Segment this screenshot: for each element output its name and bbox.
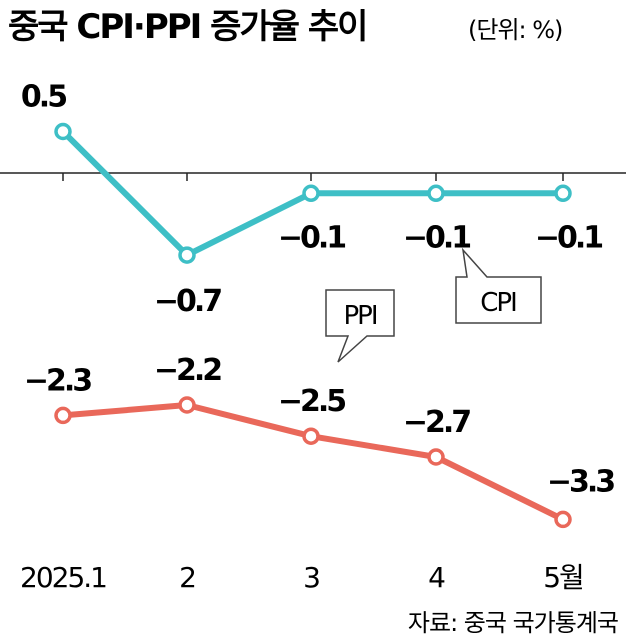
cpi-point bbox=[54, 122, 72, 141]
cpi-point bbox=[554, 184, 572, 203]
ppi-line bbox=[60, 402, 566, 523]
source-note: 자료: 중국 국가통계국 bbox=[408, 609, 618, 637]
ppi-point bbox=[54, 406, 72, 425]
cpi-callout-box bbox=[455, 247, 542, 324]
cpi-data-label: −0.1 bbox=[278, 220, 345, 255]
cpi-series: 0.5 −0.7 −0.1 −0.1 −0.1 bbox=[21, 80, 605, 320]
x-tick-label: 2 bbox=[179, 561, 195, 594]
ppi-series: −2.3 −2.2 −2.5 −2.7 −3.3 bbox=[24, 353, 617, 529]
cpi-data-label: −0.1 bbox=[535, 220, 602, 255]
ppi-data-label: −3.3 bbox=[547, 464, 614, 499]
cpi-point bbox=[302, 184, 320, 203]
x-tick-label: 5월 bbox=[543, 561, 583, 594]
zero-axis bbox=[0, 172, 626, 181]
cpi-point bbox=[178, 246, 196, 264]
cpi-point bbox=[427, 184, 445, 203]
ppi-point bbox=[302, 427, 320, 445]
ppi-point bbox=[554, 510, 572, 529]
ppi-callout-box bbox=[325, 289, 395, 363]
cpi-legend-callout: CPI bbox=[455, 247, 542, 324]
x-tick-label: 4 bbox=[428, 561, 445, 594]
cpi-legend-label: CPI bbox=[480, 288, 516, 318]
x-tick-label: 3 bbox=[303, 561, 319, 594]
chart-title: 중국 CPI·PPI 증가율 추이 bbox=[8, 7, 366, 47]
x-axis-ticks: 2025.1 2 3 4 5월 bbox=[20, 561, 585, 594]
x-tick-label: 2025.1 bbox=[20, 561, 106, 594]
ppi-data-label: −2.5 bbox=[278, 384, 345, 419]
ppi-data-label: −2.7 bbox=[403, 405, 470, 440]
cpi-data-label: −0.1 bbox=[403, 220, 470, 255]
cpi-data-label: −0.7 bbox=[154, 284, 221, 319]
ppi-legend-label: PPI bbox=[343, 301, 376, 331]
ppi-legend-callout: PPI bbox=[325, 289, 395, 363]
ppi-data-label: −2.3 bbox=[24, 363, 91, 398]
unit-label: (단위: %) bbox=[468, 16, 562, 44]
ppi-point bbox=[427, 448, 445, 466]
ppi-data-label: −2.2 bbox=[154, 353, 221, 388]
cpi-data-label: 0.5 bbox=[21, 80, 66, 115]
ppi-point bbox=[178, 396, 196, 414]
